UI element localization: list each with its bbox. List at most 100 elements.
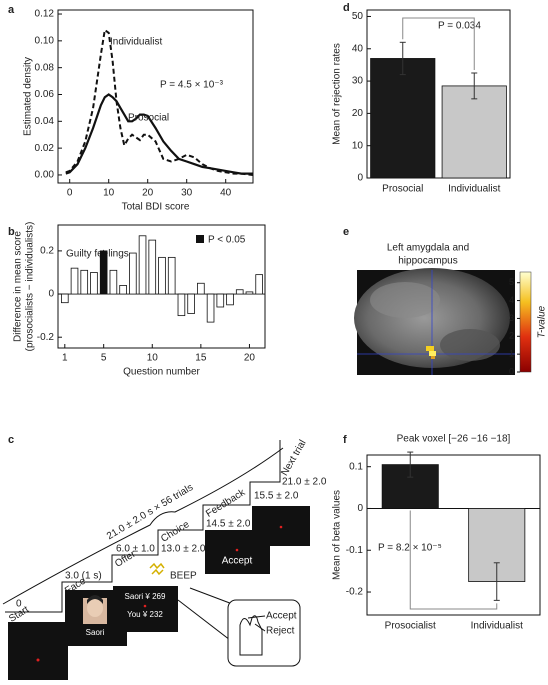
event-label: Feedback	[204, 487, 248, 520]
panel-label: d	[343, 2, 350, 14]
y-axis-label: (prosocialists − individualists)	[25, 222, 36, 352]
panel-label: e	[343, 226, 349, 238]
bar	[167, 256, 176, 295]
plot-frame	[366, 454, 541, 616]
y-tick-label: 0.00	[35, 170, 55, 181]
x-tick-label: 40	[220, 188, 232, 199]
y-tick-label: 40	[352, 43, 364, 54]
x-tick-label: Individualist	[448, 184, 500, 195]
chart-title: Peak voxel [−26 −16 −18]	[397, 434, 511, 445]
colorbar	[519, 271, 532, 373]
offer-text: Saori ¥ 269	[125, 592, 166, 601]
bracket	[402, 17, 475, 70]
colorbar-tick-label: 1	[509, 349, 514, 359]
bar	[216, 293, 225, 308]
bar	[255, 274, 263, 295]
face-name: Saori	[86, 628, 105, 637]
plot-frame	[57, 9, 254, 184]
series-label: Prosocial	[128, 113, 169, 124]
bar	[99, 250, 108, 295]
y-tick-label: 0.08	[35, 62, 55, 73]
y-tick-label: 10	[352, 140, 364, 151]
panel-label: a	[8, 4, 15, 16]
timeline	[2, 440, 284, 613]
y-axis-label: Estimated density	[23, 57, 34, 136]
colorbar-tick-label: 0	[509, 366, 514, 376]
panel-label: f	[343, 434, 347, 446]
x-tick-label: Prosocial	[382, 184, 423, 195]
bar	[235, 289, 244, 295]
y-tick-label: -0.2	[37, 332, 55, 343]
bar	[129, 252, 137, 295]
x-tick-label: Individualist	[471, 621, 523, 632]
y-tick-label: -0.2	[346, 587, 364, 598]
colorbar-tick-label: 4	[509, 295, 514, 305]
bar	[206, 293, 215, 323]
legend-label: P < 0.05	[208, 235, 246, 246]
bar	[70, 267, 79, 295]
bar	[80, 269, 89, 295]
x-tick-label: 30	[181, 188, 193, 199]
y-tick-label: 0.1	[349, 461, 363, 472]
y-axis-label: Mean of rejection rates	[332, 43, 343, 145]
time-label: 0	[16, 599, 22, 610]
button-label: Accept	[266, 611, 297, 622]
map-title: Left amygdala and	[387, 243, 469, 254]
y-tick-label: 0.10	[35, 35, 55, 46]
time-label: 3.0 (1 s)	[65, 571, 102, 582]
colorbar-label: T-value	[537, 305, 548, 338]
colorbar-tick-label: 3	[509, 313, 514, 323]
bar	[177, 293, 186, 317]
feedback-text: Accept	[222, 556, 253, 567]
y-tick-label: 30	[352, 76, 364, 87]
x-tick-label: 1	[62, 353, 68, 364]
x-tick-label: 20	[244, 353, 256, 364]
x-tick-label: 10	[147, 353, 159, 364]
bar	[158, 256, 166, 295]
time-label: 6.0 ± 1.0	[116, 544, 155, 555]
beep-icon	[149, 562, 165, 576]
legend-swatch	[196, 235, 204, 243]
time-label: 21.0 ± 2.0	[282, 477, 327, 488]
x-axis-label: Total BDI score	[122, 202, 190, 213]
annotation: Guilty feelings	[66, 249, 129, 260]
x-tick-label: 0	[67, 188, 73, 199]
screen	[113, 586, 178, 632]
panel-label: c	[8, 434, 14, 446]
x-tick-label: 15	[195, 353, 207, 364]
bar	[197, 282, 205, 295]
offer-text: You ¥ 232	[127, 610, 163, 619]
y-tick-label: 0.06	[35, 89, 55, 100]
button-box	[177, 587, 301, 667]
x-axis-label: Question number	[123, 367, 200, 378]
screen	[8, 622, 68, 680]
x-tick-label: 10	[103, 188, 115, 199]
button-label: Reject	[266, 626, 295, 637]
x-tick-label: 5	[101, 353, 107, 364]
bar	[138, 235, 147, 295]
y-tick-label: 50	[352, 11, 364, 22]
bar	[148, 239, 157, 295]
bar	[187, 293, 195, 314]
y-tick-label: 20	[352, 108, 364, 119]
y-tick-label: 0.04	[35, 116, 55, 127]
y-axis-label: Mean of beta values	[332, 490, 343, 580]
plot-frame	[57, 224, 266, 349]
y-tick-label: 0.02	[35, 143, 55, 154]
bar	[119, 285, 127, 295]
panel-label: b	[8, 226, 15, 238]
event-label: Next trial	[279, 438, 308, 478]
screen	[252, 506, 310, 546]
y-tick-label: -0.1	[346, 545, 364, 556]
time-label: 13.0 ± 2.0	[161, 544, 206, 555]
series-label: Individualist	[110, 37, 162, 48]
y-tick-label: 0.2	[40, 246, 54, 257]
beep-label: BEEP	[170, 571, 197, 582]
bracket	[409, 510, 498, 610]
annotation: P = 4.5 × 10⁻³	[160, 80, 224, 91]
y-tick-label: 0	[357, 173, 363, 184]
x-tick-label: 20	[142, 188, 154, 199]
bar	[90, 272, 98, 295]
pointer	[99, 249, 104, 259]
